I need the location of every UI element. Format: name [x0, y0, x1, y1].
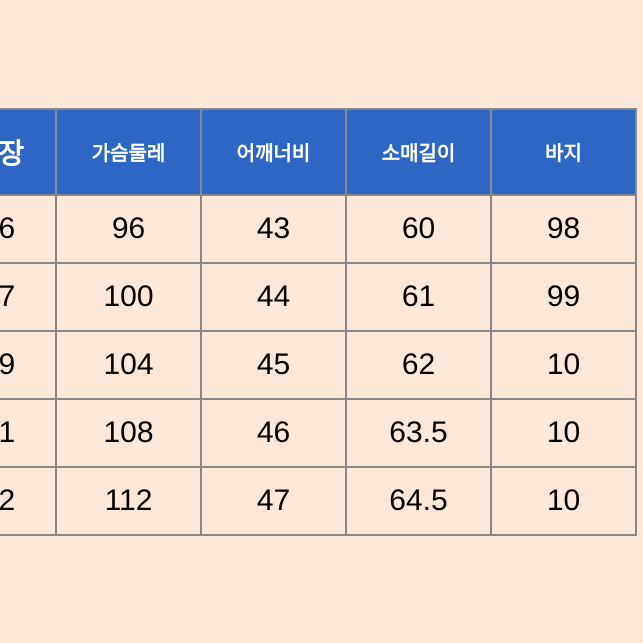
cell: 104: [56, 331, 201, 399]
table-row: 19 104 45 62 10: [0, 331, 636, 399]
header-pants: 바지: [491, 109, 636, 195]
table-header-row: 기장 가슴둘레 어깨너비 소매길이 바지: [0, 109, 636, 195]
cell: 44: [201, 263, 346, 331]
header-length: 기장: [0, 109, 56, 195]
cell: 63.5: [346, 399, 491, 467]
header-chest: 가슴둘레: [56, 109, 201, 195]
cell: 47: [201, 467, 346, 535]
cell: 45: [201, 331, 346, 399]
cell: 19: [0, 331, 56, 399]
header-shoulder: 어깨너비: [201, 109, 346, 195]
cell: 108: [56, 399, 201, 467]
cell: 96: [56, 195, 201, 263]
cell: 64.5: [346, 467, 491, 535]
header-sleeve: 소매길이: [346, 109, 491, 195]
table-row: 16 96 43 60 98: [0, 195, 636, 263]
cell: 100: [56, 263, 201, 331]
cell: 16: [0, 195, 56, 263]
cell: 98: [491, 195, 636, 263]
cell: 61: [346, 263, 491, 331]
table-row: 17 100 44 61 99: [0, 263, 636, 331]
cell: 22: [0, 467, 56, 535]
cell: 10: [491, 331, 636, 399]
cell: 99: [491, 263, 636, 331]
cell: 10: [491, 467, 636, 535]
cell: 60: [346, 195, 491, 263]
cell: 46: [201, 399, 346, 467]
cell: 21: [0, 399, 56, 467]
size-table: 기장 가슴둘레 어깨너비 소매길이 바지 16 96 43 60 98 17 1…: [0, 108, 637, 536]
cell: 43: [201, 195, 346, 263]
cell: 112: [56, 467, 201, 535]
size-table-container: 기장 가슴둘레 어깨너비 소매길이 바지 16 96 43 60 98 17 1…: [0, 108, 637, 536]
cell: 17: [0, 263, 56, 331]
cell: 62: [346, 331, 491, 399]
cell: 10: [491, 399, 636, 467]
table-row: 22 112 47 64.5 10: [0, 467, 636, 535]
table-row: 21 108 46 63.5 10: [0, 399, 636, 467]
